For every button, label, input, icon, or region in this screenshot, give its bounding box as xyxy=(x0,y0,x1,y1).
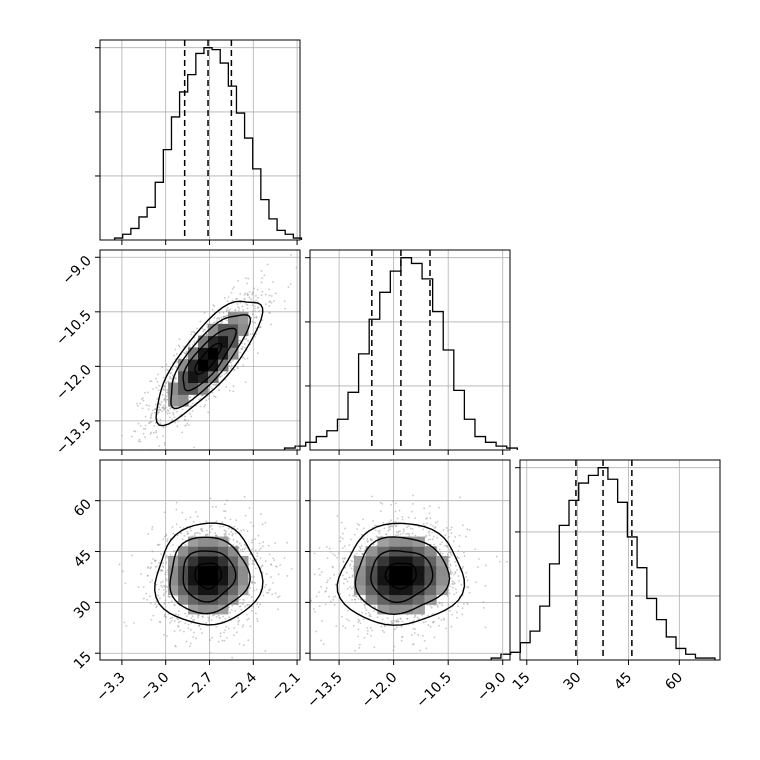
contour-line xyxy=(169,536,251,615)
contour-line xyxy=(336,522,466,626)
y-tick-label: 15 xyxy=(71,649,95,673)
x-tick-label: −2.1 xyxy=(269,670,304,705)
contour-line xyxy=(354,536,451,616)
x-tick-label: 45 xyxy=(611,670,635,694)
contour-line xyxy=(194,562,223,590)
contour-line xyxy=(194,342,223,376)
joint-panel-0 xyxy=(99,249,301,451)
x-tick-label: −3.3 xyxy=(93,670,128,705)
panel-frame xyxy=(519,459,721,661)
y-tick-label: 45 xyxy=(71,547,95,571)
joint-panel-2 xyxy=(309,459,511,661)
histogram-step xyxy=(113,47,303,240)
density-cells xyxy=(168,312,249,407)
y-tick-label: −10.5 xyxy=(53,307,95,349)
contour-line xyxy=(170,314,252,410)
joint-panel-1 xyxy=(99,459,301,661)
contour-line xyxy=(370,549,434,604)
y-tick-label: −13.5 xyxy=(53,416,95,458)
x-tick-label: −2.7 xyxy=(181,670,216,705)
panel-frame xyxy=(99,249,301,451)
y-tick-label: −9.0 xyxy=(59,253,94,288)
joint-plot-area xyxy=(118,495,293,659)
x-tick-label: −13.5 xyxy=(304,670,346,712)
contour-line xyxy=(153,522,264,626)
marginal-panel-0 xyxy=(95,39,303,241)
marginal-panel-1 xyxy=(283,249,518,451)
joint-plot-area xyxy=(310,494,508,660)
y-tick-label: 60 xyxy=(71,496,95,520)
x-tick-label: −2.4 xyxy=(225,669,260,704)
x-tick-label: −10.5 xyxy=(413,670,455,712)
contour-line xyxy=(384,562,417,590)
x-tick-label: 60 xyxy=(662,670,686,694)
contour-line xyxy=(182,550,237,603)
panel-frame xyxy=(99,39,301,241)
x-tick-label: −3.0 xyxy=(137,670,172,705)
panel-frame xyxy=(309,249,511,451)
histogram-step xyxy=(490,467,716,660)
panel-frame xyxy=(309,459,511,661)
marginal-panel-2 xyxy=(490,459,721,661)
x-tick-label: 15 xyxy=(510,670,534,694)
y-tick-label: −12.0 xyxy=(53,362,95,404)
x-tick-label: −9.0 xyxy=(474,670,509,705)
x-tick-label: −12.0 xyxy=(359,670,401,712)
panel-frame xyxy=(99,459,301,661)
contour-line xyxy=(155,300,264,427)
y-tick-label: 30 xyxy=(71,598,95,622)
contour-line xyxy=(182,327,237,392)
x-tick-label: 30 xyxy=(561,670,585,694)
joint-plot-area xyxy=(120,250,298,450)
